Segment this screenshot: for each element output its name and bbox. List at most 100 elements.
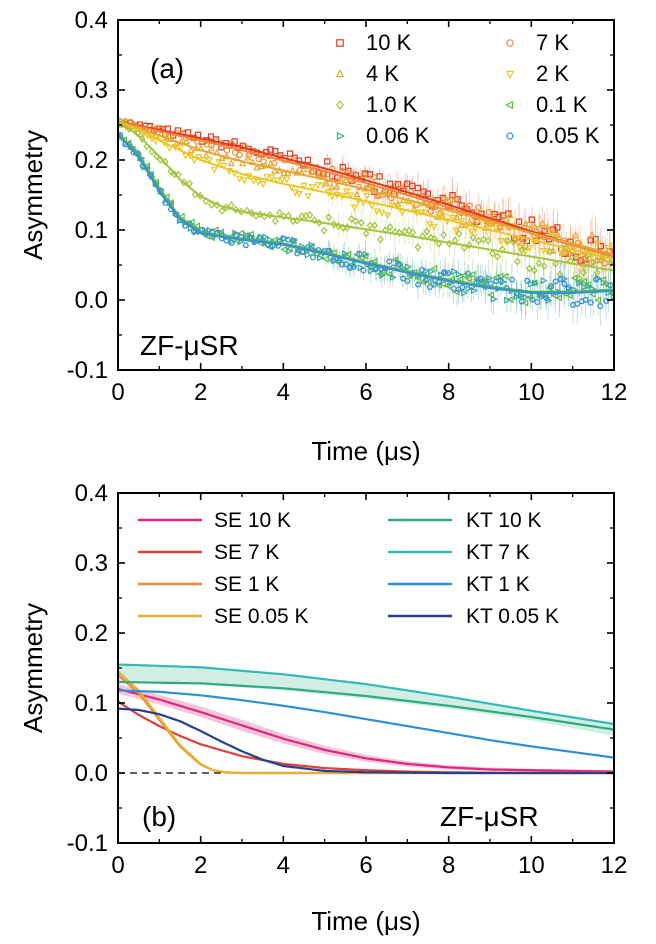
data-point xyxy=(306,210,314,220)
y-axis-title-a: Asymmetry xyxy=(18,130,48,260)
data-point xyxy=(218,206,226,215)
data-point xyxy=(438,271,446,279)
data-point xyxy=(497,277,505,284)
data-point xyxy=(172,139,180,147)
data-point xyxy=(502,215,510,223)
y-tick-label: -0.1 xyxy=(67,830,108,857)
data-point xyxy=(259,181,267,189)
data-point xyxy=(452,227,460,235)
x-axis-title-a: Time (μs) xyxy=(311,436,420,466)
data-point xyxy=(338,261,346,268)
legend-a: 10 K 7 K 4 K 2 K 1.0 K 0.1 K 0.06 K 0.05 K xyxy=(335,30,600,148)
data-point xyxy=(218,154,226,162)
data-point xyxy=(543,222,551,230)
legend-label: SE 7 K xyxy=(214,541,279,564)
data-point xyxy=(308,184,316,192)
data-point xyxy=(404,263,412,271)
zf-musr-label-b: ZF-μSR xyxy=(440,801,539,832)
error-bars xyxy=(325,153,614,326)
data-point xyxy=(399,264,407,272)
data-point xyxy=(404,278,411,284)
data-point xyxy=(217,228,225,237)
data-point xyxy=(518,245,526,255)
data-point xyxy=(587,299,595,306)
data-point xyxy=(579,268,587,277)
data-point xyxy=(506,210,514,218)
data-point xyxy=(506,295,514,304)
data-point xyxy=(530,266,538,275)
data-point xyxy=(308,167,316,175)
legend-item-se-10-k: SE 10 K xyxy=(138,509,291,532)
data-point xyxy=(427,208,435,215)
legend-item-kt-10-k: KT 10 K xyxy=(388,509,542,532)
data-point xyxy=(228,201,235,210)
legend-label: KT 7 K xyxy=(466,541,530,564)
data-point xyxy=(440,269,448,276)
data-point xyxy=(570,274,578,282)
data-point xyxy=(370,173,378,181)
data-point xyxy=(414,184,422,192)
data-point xyxy=(485,209,492,216)
data-point xyxy=(300,182,308,190)
legend-label: 10 K xyxy=(366,30,412,55)
data-point xyxy=(565,291,573,300)
legend-item-se-1-k: SE 1 K xyxy=(138,573,279,596)
y-tick-label: 0.2 xyxy=(75,620,108,647)
data-point xyxy=(534,299,541,305)
data-point xyxy=(350,204,359,212)
y-tick-label: 0.3 xyxy=(75,550,108,577)
data-point xyxy=(271,166,279,174)
data-point xyxy=(360,267,367,274)
data-point xyxy=(451,267,459,275)
y-tick-label: 0.3 xyxy=(75,77,108,104)
data-point xyxy=(439,213,447,221)
panel-label-a: (a) xyxy=(150,53,184,84)
y-tick-label: 0.1 xyxy=(75,217,108,244)
data-point xyxy=(273,177,281,185)
data-point xyxy=(609,242,614,250)
data-point xyxy=(363,192,371,200)
data-point xyxy=(592,276,600,283)
data-point xyxy=(492,278,500,284)
data-point xyxy=(522,293,531,301)
legend-label: 0.06 K xyxy=(366,123,430,148)
data-point xyxy=(528,216,535,223)
data-point xyxy=(588,290,596,298)
data-point xyxy=(438,280,446,288)
y-tick-label: 0.0 xyxy=(75,760,108,787)
data-point xyxy=(504,296,512,304)
data-point xyxy=(317,254,325,262)
data-point xyxy=(490,295,498,303)
line-kt-7-k xyxy=(118,663,614,726)
data-point xyxy=(487,280,495,287)
data-point xyxy=(228,240,236,246)
legend-item-0-05-k: 0.05 K xyxy=(506,123,600,148)
data-point xyxy=(373,208,381,216)
data-point xyxy=(469,233,477,242)
data-point xyxy=(383,212,392,220)
data-point xyxy=(255,155,262,163)
data-point xyxy=(325,213,333,222)
data-point xyxy=(514,257,521,266)
data-point xyxy=(393,203,401,211)
legend-item-7-k: 7 K xyxy=(506,30,569,55)
legend-label: 0.1 K xyxy=(536,92,588,117)
data-point xyxy=(390,273,397,281)
data-point xyxy=(358,218,365,227)
data-point xyxy=(590,258,597,267)
data-point xyxy=(402,182,409,189)
data-point xyxy=(465,241,473,250)
data-point xyxy=(443,218,451,226)
data-point xyxy=(458,220,466,228)
data-point xyxy=(309,254,317,261)
legend-item-4-k: 4 K xyxy=(335,61,399,86)
data-point xyxy=(362,250,370,258)
data-point xyxy=(515,218,523,225)
data-point xyxy=(414,281,422,288)
data-point xyxy=(576,279,584,287)
data-point xyxy=(458,217,466,225)
data-point xyxy=(232,229,240,237)
data-point xyxy=(342,250,350,258)
data-point xyxy=(552,278,559,285)
